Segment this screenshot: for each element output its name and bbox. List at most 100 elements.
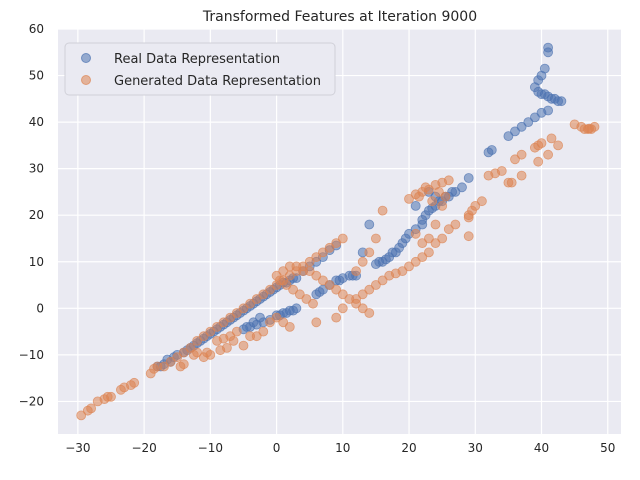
generated-data-point [188, 349, 199, 360]
generated-data-point [516, 149, 527, 160]
generated-data-point [443, 175, 454, 186]
generated-data-point [294, 289, 305, 300]
generated-data-point [159, 361, 169, 372]
generated-data-point [357, 256, 368, 267]
real-data-point [334, 275, 345, 286]
real-data-point [463, 173, 474, 183]
real-data-point [447, 186, 458, 197]
real-data-point [530, 112, 540, 123]
legend-label-generated: Generated Data Representation [114, 74, 321, 89]
generated-data-point [106, 391, 116, 402]
generated-data-point [420, 182, 431, 193]
chart-title: Transformed Features at Iteration 9000 [202, 9, 477, 25]
generated-data-point [284, 321, 295, 332]
x-tick-label: 40 [534, 441, 549, 455]
generated-data-point [324, 242, 335, 253]
real-data-point [410, 200, 421, 211]
generated-data-point [430, 238, 441, 249]
generated-data-point [430, 219, 441, 230]
y-tick-label: −20 [19, 394, 44, 408]
generated-data-point [496, 166, 507, 176]
generated-data-point [440, 191, 451, 202]
real-data-point [387, 247, 398, 258]
generated-data-point [86, 403, 96, 414]
generated-data-point [238, 303, 249, 314]
generated-data-point [543, 149, 553, 160]
generated-data-point [258, 289, 269, 300]
generated-data-point [218, 317, 229, 328]
generated-data-point [165, 356, 176, 367]
generated-data-point [331, 238, 342, 249]
generated-data-point [536, 138, 547, 149]
generated-data-point [251, 331, 262, 342]
generated-data-point [308, 298, 318, 309]
y-tick-label: 40 [29, 115, 44, 129]
legend-label-real: Real Data Representation [114, 52, 280, 67]
real-data-point [248, 317, 259, 328]
generated-data-point [357, 303, 368, 314]
y-tick-label: −10 [19, 348, 44, 362]
real-data-point [380, 254, 391, 265]
real-data-point [420, 210, 431, 221]
generated-data-point [271, 312, 282, 323]
generated-data-point [470, 200, 481, 211]
y-tick-label: 10 [29, 255, 44, 269]
generated-data-point [417, 252, 428, 263]
x-tick-label: −30 [65, 441, 90, 455]
legend: Real Data Representation Generated Data … [64, 42, 336, 96]
real-data-point [539, 89, 550, 100]
generated-data-point [351, 266, 362, 277]
generated-data-point [337, 289, 348, 300]
generated-data-point [584, 123, 595, 134]
generated-data-point [228, 335, 239, 346]
real-data-point [510, 126, 520, 137]
x-tick-label: 30 [468, 441, 483, 455]
generated-data-point [370, 233, 381, 244]
generated-data-point [129, 377, 140, 388]
generated-data-point [231, 308, 242, 318]
generated-data-point [450, 219, 461, 230]
generated-data-point [288, 284, 299, 295]
generated-data-point [463, 212, 474, 223]
generated-data-point [463, 231, 474, 242]
generated-data-point [311, 252, 322, 263]
generated-data-point [357, 289, 368, 300]
x-tick-label: 10 [335, 441, 350, 455]
generated-data-point [324, 280, 335, 290]
generated-data-point [404, 261, 414, 272]
generated-data-point [274, 275, 285, 286]
real-data-point [556, 96, 567, 107]
generated-data-point [291, 261, 302, 272]
generated-data-point [265, 284, 275, 295]
generated-data-point [337, 303, 348, 314]
generated-data-point [202, 347, 212, 358]
real-data-point [241, 321, 252, 332]
y-tick-label: 60 [29, 22, 44, 36]
x-tick-label: −10 [198, 441, 223, 455]
generated-data-point [410, 228, 421, 239]
generated-data-point [423, 247, 434, 258]
x-tick-label: 0 [273, 441, 281, 455]
generated-data-point [370, 280, 381, 290]
real-data-point [486, 145, 497, 155]
real-data-point [539, 63, 550, 74]
generated-data-point [553, 140, 563, 151]
generated-data-point [225, 312, 236, 323]
generated-data-point [364, 308, 375, 318]
x-tick-label: 50 [600, 441, 615, 455]
y-tick-label: 20 [29, 208, 44, 222]
generated-data-point [265, 317, 275, 328]
generated-data-point [443, 224, 454, 235]
generated-data-point [397, 266, 408, 277]
generated-data-point [281, 280, 292, 290]
real-data-point [394, 242, 405, 253]
generated-data-point [331, 284, 342, 295]
generated-data-point [245, 298, 256, 309]
generated-data-point [311, 270, 322, 281]
generated-data-point [304, 266, 315, 277]
generated-data-point [178, 359, 189, 370]
generated-data-point [192, 335, 203, 346]
generated-data-point [258, 326, 269, 337]
generated-data-point [364, 284, 375, 295]
generated-data-point [351, 294, 362, 304]
